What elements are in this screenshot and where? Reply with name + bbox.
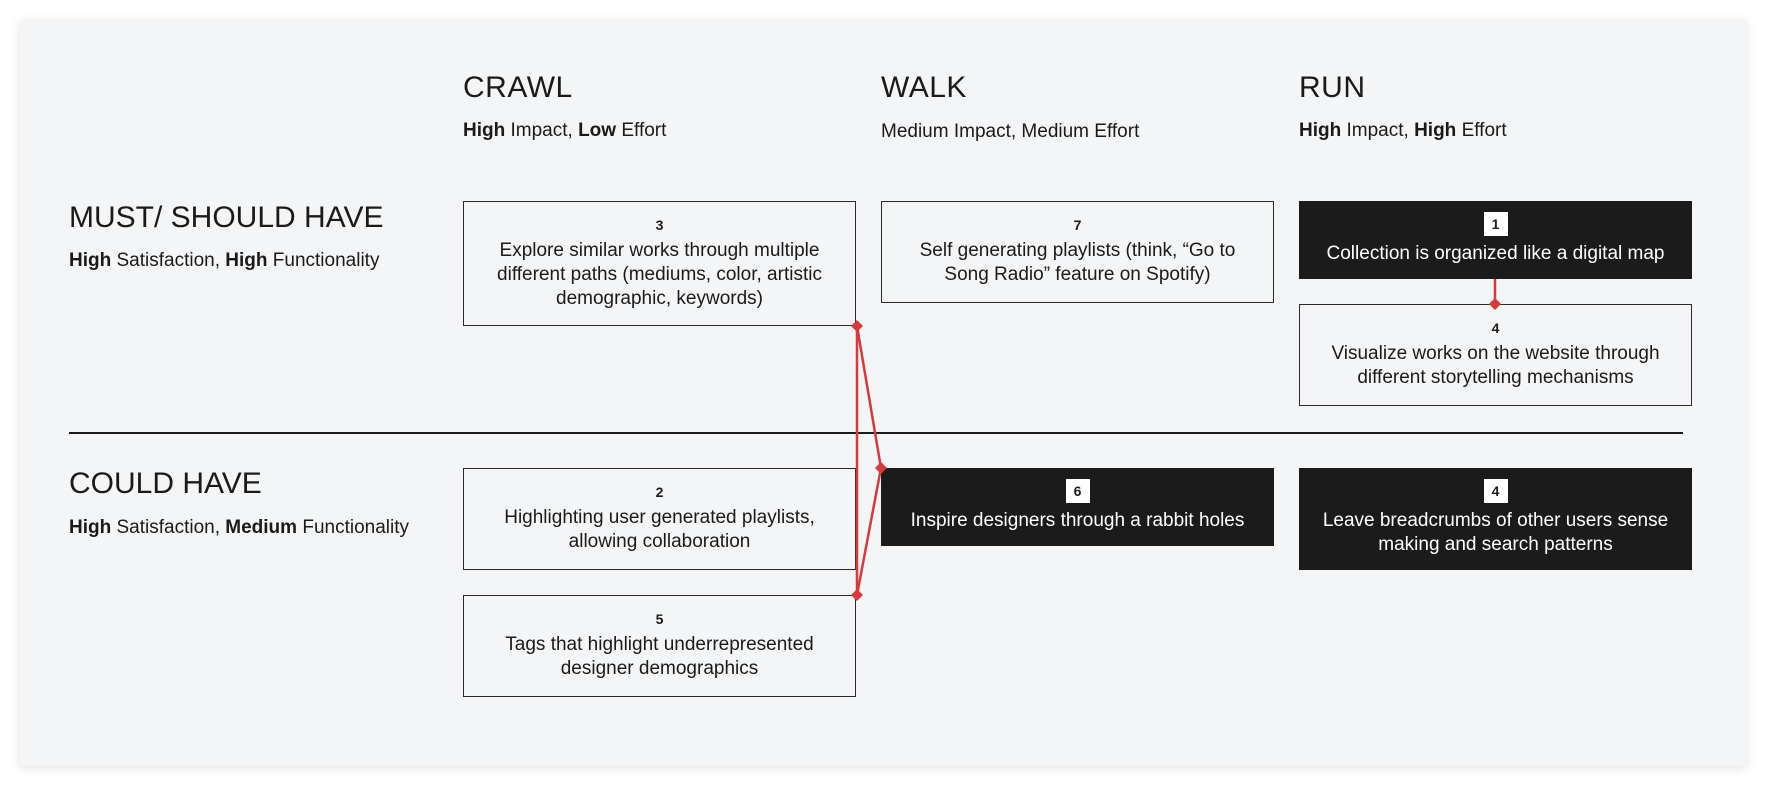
emphasis-text: High: [463, 120, 506, 141]
column-title-crawl: CRAWL: [463, 71, 573, 104]
row-divider: [69, 432, 1683, 434]
card-number: 2: [655, 484, 664, 500]
card-text: Self generating playlists (think, “Go to…: [919, 240, 1236, 285]
subtitle-text: Functionality: [297, 517, 410, 538]
card-4-breadcrumbs: 4 Leave breadcrumbs of other users sense…: [1299, 468, 1692, 570]
emphasis-text: High: [1414, 120, 1457, 141]
column-title-run: RUN: [1299, 71, 1366, 104]
card-number: 7: [1073, 217, 1082, 233]
card-number: 6: [1065, 479, 1090, 503]
column-subtitle-walk: Medium Impact, Medium Effort: [881, 121, 1139, 143]
card-text: Collection is organized like a digital m…: [1326, 243, 1665, 264]
row-title-could-have: COULD HAVE: [69, 467, 262, 500]
card-text: Tags that highlight underrepresented des…: [505, 634, 814, 679]
emphasis-text: Low: [578, 120, 617, 141]
card-1: 1 Collection is organized like a digital…: [1299, 201, 1692, 279]
card-text: Leave breadcrumbs of other users sense m…: [1322, 510, 1669, 555]
card-3: 3 Explore similar works through multiple…: [463, 201, 856, 326]
card-7: 7 Self generating playlists (think, “Go …: [881, 201, 1274, 303]
row-subtitle-could-have: High Satisfaction, Medium Functionality: [69, 517, 409, 539]
emphasis-text: Medium: [225, 517, 298, 538]
card-text: Visualize works on the website through d…: [1331, 343, 1660, 388]
row-subtitle-must-should-have: High Satisfaction, High Functionality: [69, 250, 379, 272]
subtitle-text: Satisfaction,: [111, 517, 226, 538]
column-title-walk: WALK: [881, 71, 967, 104]
card-number: 4: [1491, 320, 1500, 336]
card-4-visualize: 4 Visualize works on the website through…: [1299, 304, 1692, 406]
emphasis-text: High: [69, 517, 112, 538]
card-6: 6 Inspire designers through a rabbit hol…: [881, 468, 1274, 546]
subtitle-text: Effort: [1456, 120, 1507, 141]
column-subtitle-crawl: High Impact, Low Effort: [463, 120, 666, 142]
card-text: Inspire designers through a rabbit holes: [910, 510, 1245, 531]
row-title-must-should-have: MUST/ SHOULD HAVE: [69, 201, 384, 234]
subtitle-text: Functionality: [267, 250, 380, 271]
card-number: 5: [655, 611, 664, 627]
card-2: 2 Highlighting user generated playlists,…: [463, 468, 856, 570]
card-text: Highlighting user generated playlists, a…: [504, 507, 815, 552]
subtitle-text: Impact,: [505, 120, 579, 141]
subtitle-text: Medium Impact, Medium Effort: [881, 121, 1140, 142]
subtitle-text: Satisfaction,: [111, 250, 226, 271]
emphasis-text: High: [1299, 120, 1342, 141]
subtitle-text: Impact,: [1341, 120, 1415, 141]
column-subtitle-run: High Impact, High Effort: [1299, 120, 1507, 142]
emphasis-text: High: [225, 250, 268, 271]
card-number: 1: [1483, 212, 1508, 236]
card-5: 5 Tags that highlight underrepresented d…: [463, 595, 856, 697]
card-number: 3: [655, 217, 664, 233]
card-text: Explore similar works through multiple d…: [497, 240, 822, 309]
emphasis-text: High: [69, 250, 112, 271]
card-number: 4: [1483, 479, 1508, 503]
subtitle-text: Effort: [616, 120, 667, 141]
